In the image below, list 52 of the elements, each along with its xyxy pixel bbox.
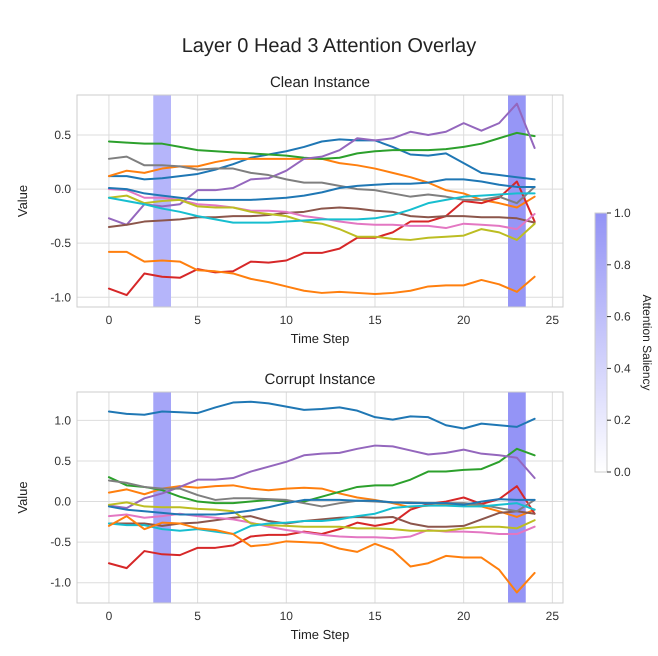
- line-series: [108, 485, 536, 570]
- x-tick-label: 15: [368, 609, 382, 623]
- x-tick-label: 0: [106, 609, 113, 623]
- y-tick-label: -1.0: [50, 290, 72, 304]
- y-axis-title: Value: [15, 184, 30, 218]
- y-tick-label: 0.5: [54, 128, 72, 142]
- line-series: [108, 192, 536, 224]
- y-tick-label: 0.5: [54, 454, 72, 468]
- x-tick-label: 20: [456, 313, 471, 327]
- line-series: [108, 512, 536, 540]
- y-axis-title: Value: [15, 481, 30, 514]
- line-series: [108, 180, 536, 296]
- x-tick-label: 15: [368, 313, 382, 327]
- chart-title: Layer 0 Head 3 Attention Overlay: [182, 35, 476, 57]
- line-series: [108, 188, 536, 230]
- line-series: [108, 194, 536, 241]
- y-tick-label: 1.0: [54, 413, 72, 428]
- x-axis-title: Time Step: [290, 627, 350, 642]
- y-tick-label: -0.5: [50, 535, 72, 550]
- line-series: [108, 132, 536, 160]
- x-tick-label: 5: [194, 313, 202, 327]
- line-series: [108, 206, 536, 228]
- line-series: [108, 178, 536, 201]
- color-bar-title: Attention Saliency: [640, 294, 654, 391]
- line-series: [108, 102, 536, 226]
- x-tick-label: 25: [546, 313, 560, 327]
- y-tick-label: -0.5: [50, 236, 72, 250]
- x-tick-label: 25: [546, 609, 560, 623]
- line-series: [108, 138, 536, 180]
- line-series: [108, 479, 536, 512]
- y-tick-label: 0.0: [54, 494, 72, 509]
- color-bar-label: 0.2: [614, 413, 632, 428]
- x-tick-label: 10: [280, 609, 294, 623]
- line-series: [108, 250, 536, 296]
- color-bar-label: 0.8: [614, 258, 632, 272]
- line-series: [108, 400, 536, 430]
- chart-subtitle: Clean Instance: [270, 74, 370, 91]
- line-series: [108, 484, 536, 518]
- chart-subtitle: Corrupt Instance: [264, 371, 376, 388]
- x-tick-label: 20: [456, 609, 471, 623]
- x-tick-label: 10: [280, 313, 294, 327]
- color-bar-label: 1.0: [614, 206, 632, 220]
- color-bar-label: 0.4: [614, 361, 632, 376]
- line-series: [108, 515, 536, 594]
- line-series: [108, 498, 536, 516]
- color-bar-label: 0.6: [614, 310, 632, 324]
- y-tick-label: 0.0: [54, 182, 72, 196]
- color-bar-label: 0.0: [614, 465, 632, 479]
- x-tick-label: 0: [106, 313, 113, 327]
- y-tick-label: -1.0: [50, 576, 72, 590]
- x-axis-title: Time Step: [290, 331, 350, 346]
- x-tick-label: 5: [194, 609, 202, 623]
